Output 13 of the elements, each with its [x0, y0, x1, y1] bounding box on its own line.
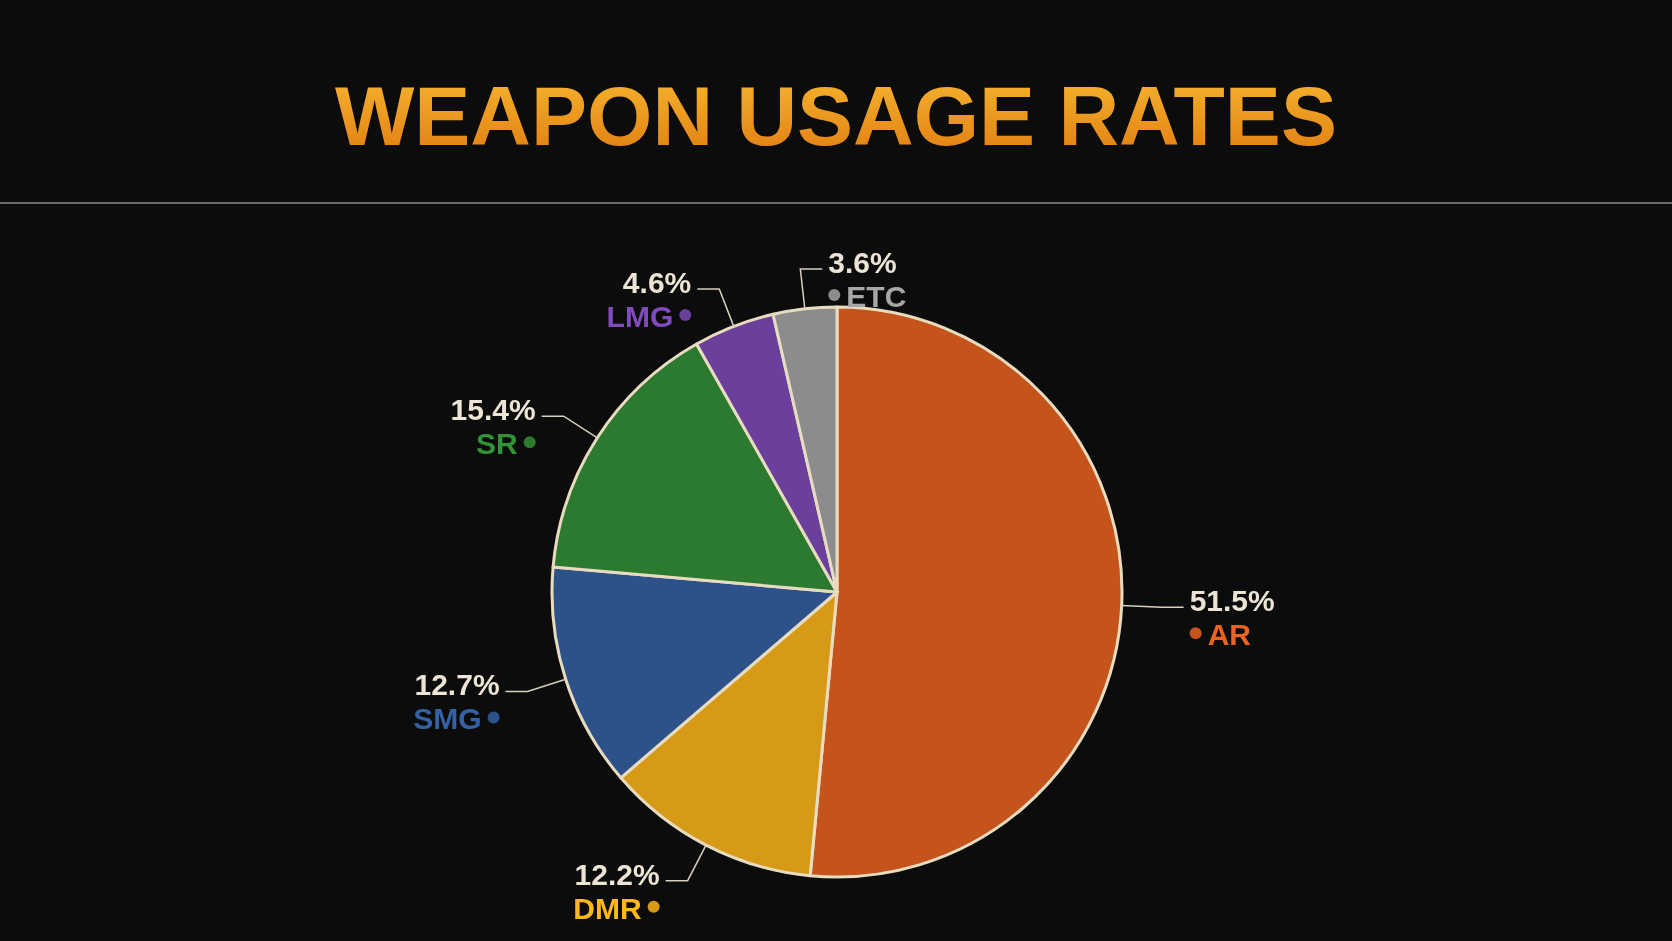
legend-label: SR	[476, 427, 519, 461]
data-label: 12.7%	[414, 668, 500, 702]
legend-label: SMG	[413, 702, 482, 736]
data-label: 51.5%	[1189, 584, 1275, 618]
data-label: 15.4%	[450, 393, 536, 427]
legend-label: DMR	[573, 891, 642, 925]
chart-title: WEAPON USAGE RATES	[335, 69, 1337, 163]
data-label: 3.6%	[828, 246, 897, 280]
data-label: 12.2%	[574, 857, 660, 891]
data-label: 4.6%	[622, 266, 692, 300]
slice-label: ETC	[846, 280, 907, 314]
slice-label: AR	[1207, 618, 1252, 652]
legend-label: LMG	[606, 300, 674, 334]
